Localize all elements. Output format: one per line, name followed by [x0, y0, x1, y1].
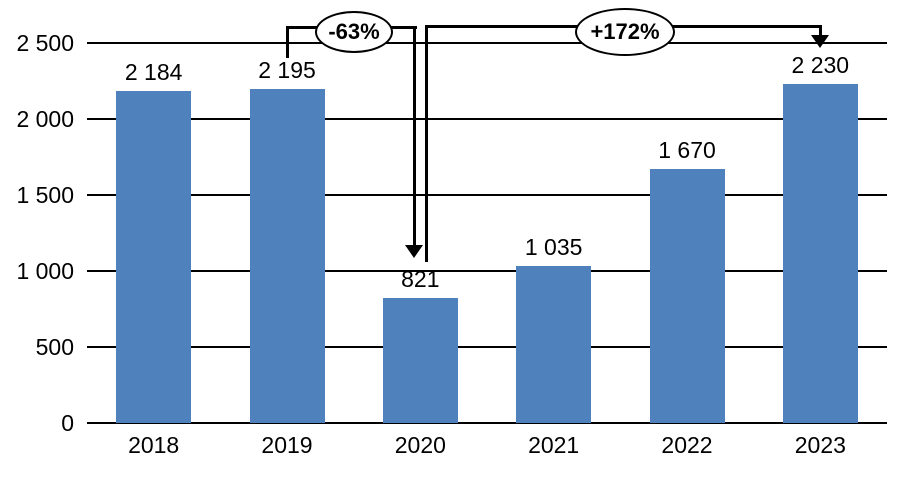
- x-axis-category-label: 2020: [394, 432, 446, 458]
- y-axis-tick-label: 0: [61, 410, 74, 436]
- bar-2018: [116, 91, 192, 423]
- bar-2020: [382, 298, 458, 423]
- annotation-connector-line: [285, 26, 289, 58]
- y-axis-tick-label: 500: [35, 334, 74, 360]
- bar-2022: [649, 169, 725, 423]
- bar-value-label: 2 230: [791, 52, 850, 79]
- annotation-ellipse: -63%: [315, 11, 393, 53]
- bar-value-label: 821: [401, 266, 440, 293]
- gridline: [87, 194, 887, 196]
- bar-value-label: 1 670: [658, 137, 716, 164]
- y-axis-tick-label: 2 000: [16, 106, 74, 132]
- y-axis-tick-label: 1 000: [16, 258, 74, 284]
- bar-value-label: 1 035: [524, 233, 583, 260]
- bar-value-label: 2 195: [258, 57, 316, 84]
- annotation-connector-line: [818, 25, 822, 35]
- y-axis-tick-label: 1 500: [16, 182, 74, 208]
- arrowhead-down-icon: [405, 245, 423, 258]
- gridline: [87, 422, 887, 424]
- x-axis-category-label: 2018: [128, 432, 180, 458]
- x-axis-category-label: 2019: [261, 432, 313, 458]
- gridline: [87, 346, 887, 348]
- gridline: [87, 118, 887, 120]
- x-axis-category-label: 2023: [794, 432, 846, 458]
- bar-value-label: 2 184: [124, 59, 183, 86]
- annotation-connector-line: [412, 26, 416, 245]
- arrowhead-down-icon: [811, 35, 829, 48]
- bar-2023: [782, 84, 858, 423]
- bar-2021: [516, 265, 592, 423]
- x-axis-category-label: 2022: [661, 432, 713, 458]
- x-axis-category-label: 2021: [528, 432, 580, 458]
- bar-2019: [249, 89, 325, 423]
- gridline: [87, 270, 887, 272]
- annotation-connector-line: [424, 25, 428, 262]
- gridline: [87, 42, 887, 44]
- annotation-ellipse: +172%: [575, 8, 675, 56]
- y-axis-tick-label: 2 500: [16, 30, 74, 56]
